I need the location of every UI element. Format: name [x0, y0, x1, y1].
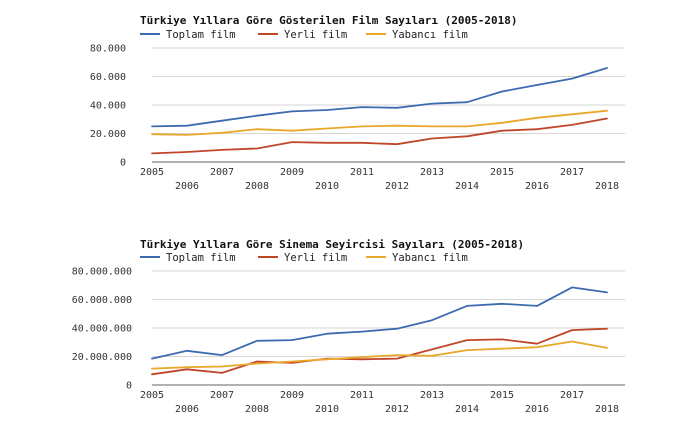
x-tick-label: 2008 — [245, 181, 269, 192]
x-tick-label: 2011 — [350, 167, 374, 178]
chart-title: Türkiye Yıllara Göre Gösterilen Film Say… — [140, 14, 518, 27]
chart-audience: Türkiye Yıllara Göre Sinema Seyircisi Sa… — [72, 238, 625, 415]
x-tick-label: 2005 — [140, 390, 164, 401]
x-tick-label: 2006 — [175, 181, 199, 192]
legend-label: Yabancı film — [392, 29, 468, 41]
chart-panel-audience: Türkiye Yıllara Göre Sinema Seyircisi Sa… — [0, 212, 700, 425]
legend-label: Toplam film — [166, 29, 236, 41]
x-tick-label: 2013 — [420, 167, 444, 178]
x-tick-label: 2009 — [280, 390, 304, 401]
x-tick-label: 2014 — [455, 181, 479, 192]
x-tick-label: 2011 — [350, 390, 374, 401]
y-tick-label: 0 — [120, 158, 126, 169]
chart-legend: Toplam film Yerli film Yabancı film — [140, 29, 468, 41]
chart-films: Türkiye Yıllara Göre Gösterilen Film Say… — [90, 14, 625, 192]
series-line — [151, 340, 608, 370]
chart-panel-films: Türkiye Yıllara Göre Gösterilen Film Say… — [0, 0, 700, 212]
y-tick-label: 60.000.000 — [72, 295, 132, 306]
x-tick-label: 2016 — [525, 181, 549, 192]
series-line — [151, 117, 608, 155]
y-tick-label: 80.000.000 — [72, 267, 132, 278]
x-tick-label: 2017 — [560, 167, 584, 178]
x-tick-label: 2013 — [420, 390, 444, 401]
x-tick-label: 2014 — [455, 404, 479, 415]
y-tick-label: 0 — [126, 381, 132, 392]
y-tick-label: 80.000 — [90, 44, 126, 55]
y-tick-label: 20.000 — [90, 129, 126, 140]
x-tick-label: 2008 — [245, 404, 269, 415]
x-tick-label: 2018 — [595, 181, 619, 192]
x-tick-label: 2012 — [385, 404, 409, 415]
x-tick-label: 2018 — [595, 404, 619, 415]
x-tick-label: 2017 — [560, 390, 584, 401]
legend-label: Yabancı film — [392, 252, 468, 264]
x-tick-label: 2005 — [140, 167, 164, 178]
x-tick-label: 2007 — [210, 390, 234, 401]
x-tick-label: 2010 — [315, 404, 339, 415]
plot-area: 0 20.000 40.000 60.000 80.000 2005 2006 2007 200… — [90, 44, 625, 192]
legend-label: Yerli film — [284, 29, 347, 41]
x-tick-label: 2012 — [385, 181, 409, 192]
series-line — [151, 109, 608, 136]
series-line — [151, 327, 608, 376]
x-tick-label: 2015 — [490, 167, 514, 178]
x-tick-label: 2009 — [280, 167, 304, 178]
y-tick-label: 60.000 — [90, 72, 126, 83]
y-tick-label: 40.000.000 — [72, 324, 132, 335]
legend-label: Toplam film — [166, 252, 236, 264]
x-tick-label: 2016 — [525, 404, 549, 415]
series-line — [151, 67, 608, 128]
plot-area: 0 20.000.000 40.000.000 60.000.000 80.000.00… — [72, 267, 625, 415]
x-tick-label: 2007 — [210, 167, 234, 178]
chart-title: Türkiye Yıllara Göre Sinema Seyircisi Sa… — [140, 238, 524, 251]
y-tick-label: 40.000 — [90, 101, 126, 112]
series-line — [151, 286, 608, 360]
x-tick-label: 2010 — [315, 181, 339, 192]
x-tick-label: 2015 — [490, 390, 514, 401]
chart-legend: Toplam film Yerli film Yabancı film — [140, 252, 468, 264]
x-tick-label: 2006 — [175, 404, 199, 415]
legend-label: Yerli film — [284, 252, 347, 264]
y-tick-label: 20.000.000 — [72, 352, 132, 363]
